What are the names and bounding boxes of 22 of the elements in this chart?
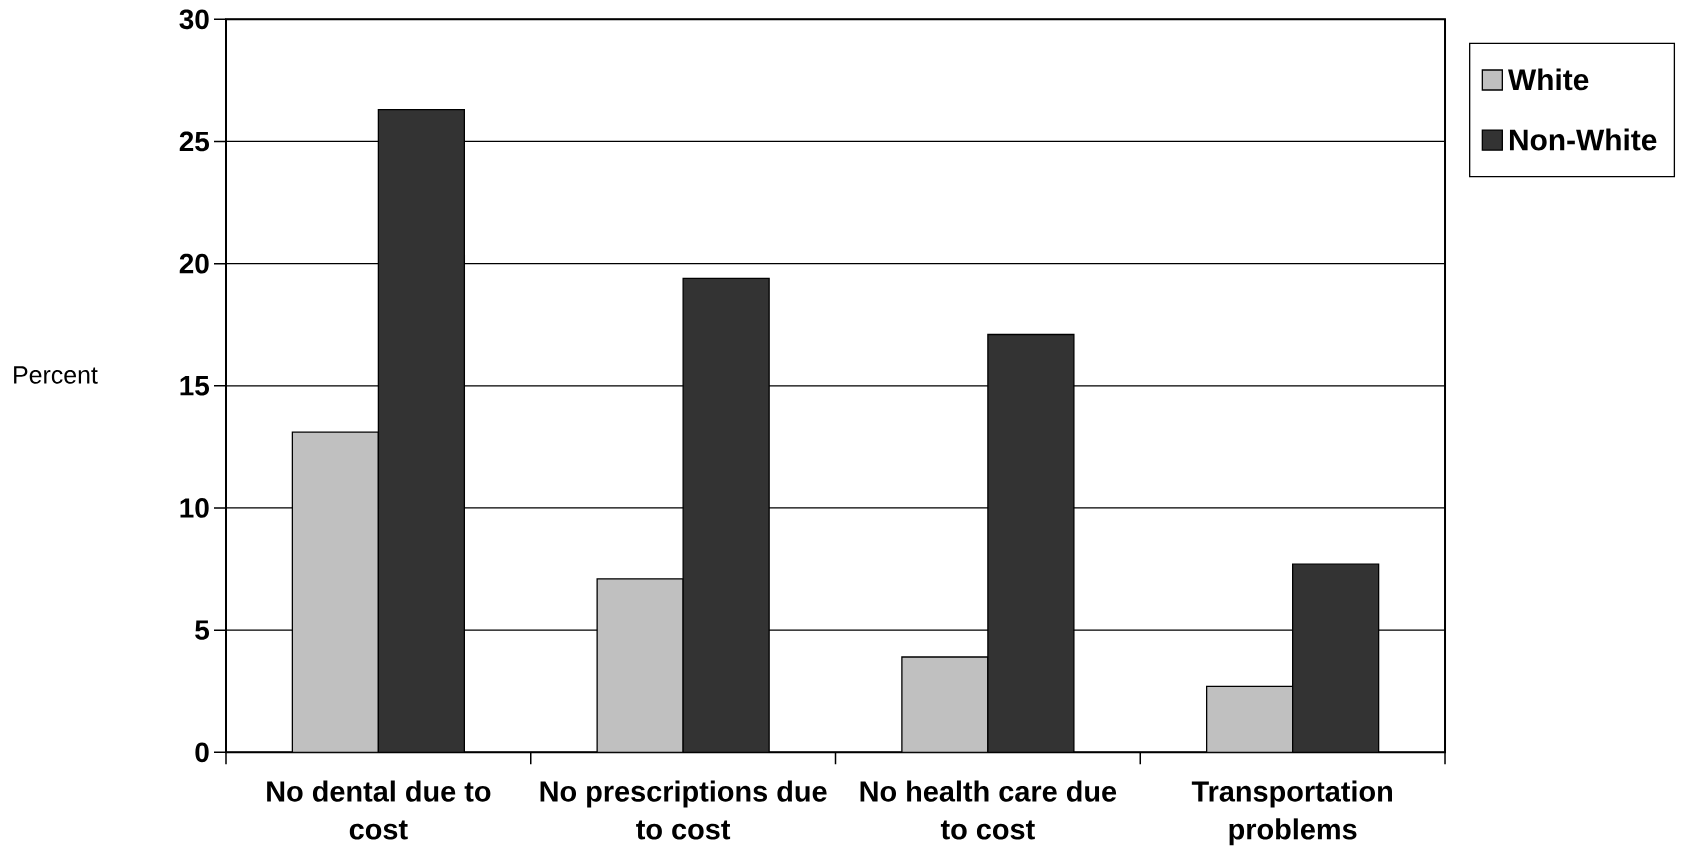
legend-label: Non-White bbox=[1509, 128, 1657, 151]
bar bbox=[901, 656, 989, 753]
x-tick-label: No health care due to cost bbox=[860, 780, 1117, 840]
x-tick-label: No prescriptions due to cost bbox=[540, 780, 827, 840]
y-tick-label: 10 bbox=[180, 498, 209, 518]
bar bbox=[682, 277, 770, 753]
x-tick-label: No dental due to cost bbox=[267, 780, 491, 840]
bar bbox=[987, 333, 1075, 753]
y-axis-title: Percent bbox=[14, 366, 98, 384]
y-tick-label: 5 bbox=[195, 620, 210, 640]
legend-label: White bbox=[1508, 68, 1589, 91]
y-tick-label: 30 bbox=[179, 9, 209, 30]
bar bbox=[1291, 563, 1380, 753]
bar bbox=[291, 431, 380, 753]
y-tick-label: 25 bbox=[179, 131, 210, 152]
x-tick-label: Transportation problems bbox=[1191, 780, 1392, 846]
bar bbox=[377, 109, 466, 753]
bar bbox=[1205, 685, 1294, 753]
bar bbox=[596, 578, 684, 753]
y-tick-label: 0 bbox=[195, 742, 209, 763]
y-tick-label: 20 bbox=[179, 253, 209, 274]
y-tick-label: 15 bbox=[180, 376, 210, 396]
